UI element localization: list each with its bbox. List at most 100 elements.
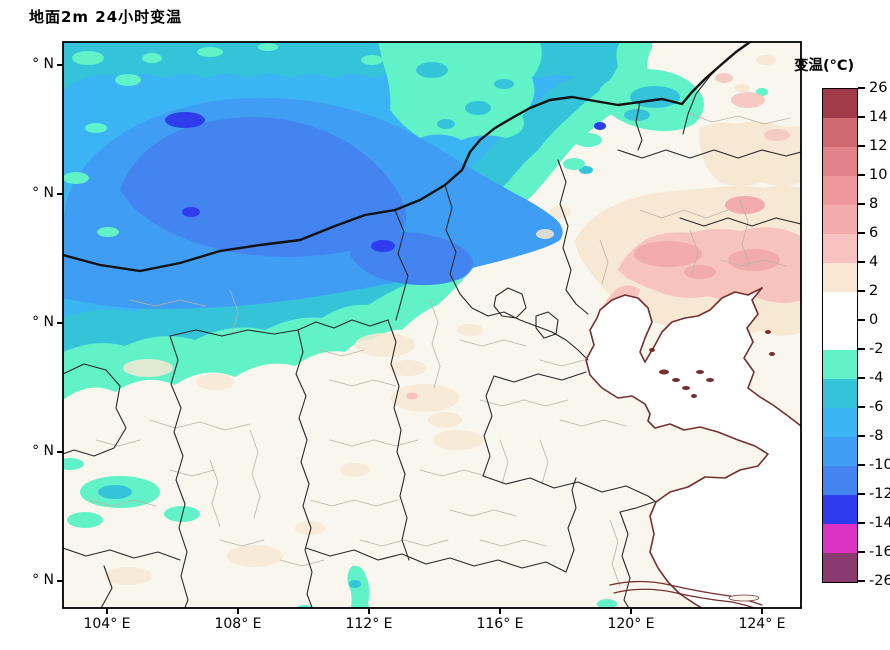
colorbar-tick-mark	[858, 261, 865, 263]
colorbar-tick-mark	[858, 203, 865, 205]
y-axis-label: ° N	[32, 185, 54, 201]
cooling-region	[63, 42, 768, 400]
colorbar-segment-14~26	[823, 89, 857, 118]
contour-plus6-cores	[634, 196, 780, 279]
colorbar-tick-label: 8	[869, 196, 879, 212]
province-boundaries	[63, 42, 801, 608]
colorbar-tick-label: 2	[869, 283, 879, 299]
colorbar-tick-label: 12	[869, 138, 888, 154]
colorbar-tick-label: -12	[869, 486, 890, 502]
page-title: 地面2m 24小时变温	[29, 8, 183, 26]
contour-minus12-spots	[165, 112, 606, 252]
x-axis-tick-mark	[761, 608, 763, 614]
colorbar-segment--10~-8	[823, 437, 857, 466]
contour-minus10	[120, 117, 407, 257]
colorbar-tick-mark	[858, 522, 865, 524]
x-axis-tick-mark	[630, 608, 632, 614]
colorbar-tick-label: -8	[869, 428, 884, 444]
x-axis-label: 112° E	[345, 616, 393, 632]
colorbar-tick-label: 14	[869, 109, 888, 125]
colorbar-tick-label: 26	[869, 80, 888, 96]
colorbar-segment-0~2	[823, 292, 857, 321]
colorbar-tick-mark	[858, 116, 865, 118]
tan-dots-topright	[734, 55, 776, 92]
prefecture-boundaries	[89, 111, 791, 587]
colorbar-tick-label: -4	[869, 370, 884, 386]
colorbar-tick-mark	[858, 174, 865, 176]
chongming-island	[728, 594, 760, 602]
colorbar-tick-mark	[858, 319, 865, 321]
colorbar-tick-label: -6	[869, 399, 884, 415]
colorbar-tick-mark	[858, 406, 865, 408]
colorbar-segment--12~-10	[823, 466, 857, 495]
legend-title: 变温(°C)	[794, 58, 855, 74]
y-axis-tick-mark	[57, 193, 63, 195]
x-axis-tick-mark	[237, 608, 239, 614]
colorbar-tick-mark	[858, 464, 865, 466]
coast-korea	[743, 287, 801, 427]
colorbar-segment--26~-16	[823, 553, 857, 582]
colorbar-segment-12~14	[823, 118, 857, 147]
coastline	[585, 287, 801, 608]
colorbar-tick-label: 4	[869, 254, 879, 270]
colorbar-segment--4~-2	[823, 350, 857, 379]
colorbar-tick-mark	[858, 348, 865, 350]
pink-spots-topright	[715, 73, 790, 141]
colorbar-tick-mark	[858, 377, 865, 379]
colorbar-segment-6~8	[823, 205, 857, 234]
colorbar-tick-mark	[858, 87, 865, 89]
colorbar-segment-4~6	[823, 234, 857, 263]
colorbar-tick-label: -14	[869, 515, 890, 531]
x-axis-label: 104° E	[83, 616, 131, 632]
national-border	[63, 42, 752, 273]
y-axis-tick-mark	[57, 451, 63, 453]
colorbar-segment-8~10	[823, 176, 857, 205]
y-axis-label: ° N	[32, 572, 54, 588]
colorbar-segment-2~4	[823, 263, 857, 292]
colorbar-tick-mark	[858, 145, 865, 147]
colorbar-tick-label: -10	[869, 457, 890, 473]
colorbar-tick-mark	[858, 290, 865, 292]
cyan-speckles	[416, 62, 514, 129]
x-axis-tick-mark	[499, 608, 501, 614]
colorbar-tick-mark	[858, 551, 865, 553]
colorbar-tick-label: -16	[869, 544, 890, 560]
teal-tails	[563, 88, 768, 170]
y-axis-tick-mark	[57, 580, 63, 582]
y-axis-label: ° N	[32, 56, 54, 72]
y-axis-label: ° N	[32, 314, 54, 330]
x-axis-label: 108° E	[214, 616, 262, 632]
sea-bohai-yellow-sea	[586, 288, 801, 608]
colorbar-segment--8~-6	[823, 408, 857, 437]
colorbar-segment--2~0	[823, 321, 857, 350]
x-axis-tick-mark	[106, 608, 108, 614]
colorbar-tick-label: 0	[869, 312, 879, 328]
colorbar-tick-mark	[858, 232, 865, 234]
islands	[649, 330, 775, 398]
colorbar-tick-label: -26	[869, 573, 890, 589]
y-axis-tick-mark	[57, 64, 63, 66]
colorbar-segment--14~-12	[823, 495, 857, 524]
y-axis-tick-mark	[57, 322, 63, 324]
colorbar-segment--6~-4	[823, 379, 857, 408]
x-axis-label: 120° E	[607, 616, 655, 632]
y-axis-label: ° N	[32, 443, 54, 459]
colorbar-tick-label: 6	[869, 225, 879, 241]
colorbar-tick-label: -2	[869, 341, 884, 357]
mint-speckles	[63, 43, 383, 356]
pink-dot-central	[406, 392, 418, 400]
colorbar-tick-mark	[858, 435, 865, 437]
colorbar	[822, 88, 858, 583]
colorbar-segment--16~-14	[823, 524, 857, 553]
colorbar-tick-mark	[858, 580, 865, 582]
x-axis-tick-mark	[368, 608, 370, 614]
x-axis-label: 116° E	[476, 616, 524, 632]
tan-patches-central	[104, 206, 571, 585]
colorbar-tick-mark	[858, 493, 865, 495]
colorbar-segment-10~12	[823, 147, 857, 176]
plot-frame	[62, 41, 802, 609]
x-axis-label: 124° E	[738, 616, 786, 632]
coast-mainland	[585, 287, 769, 608]
